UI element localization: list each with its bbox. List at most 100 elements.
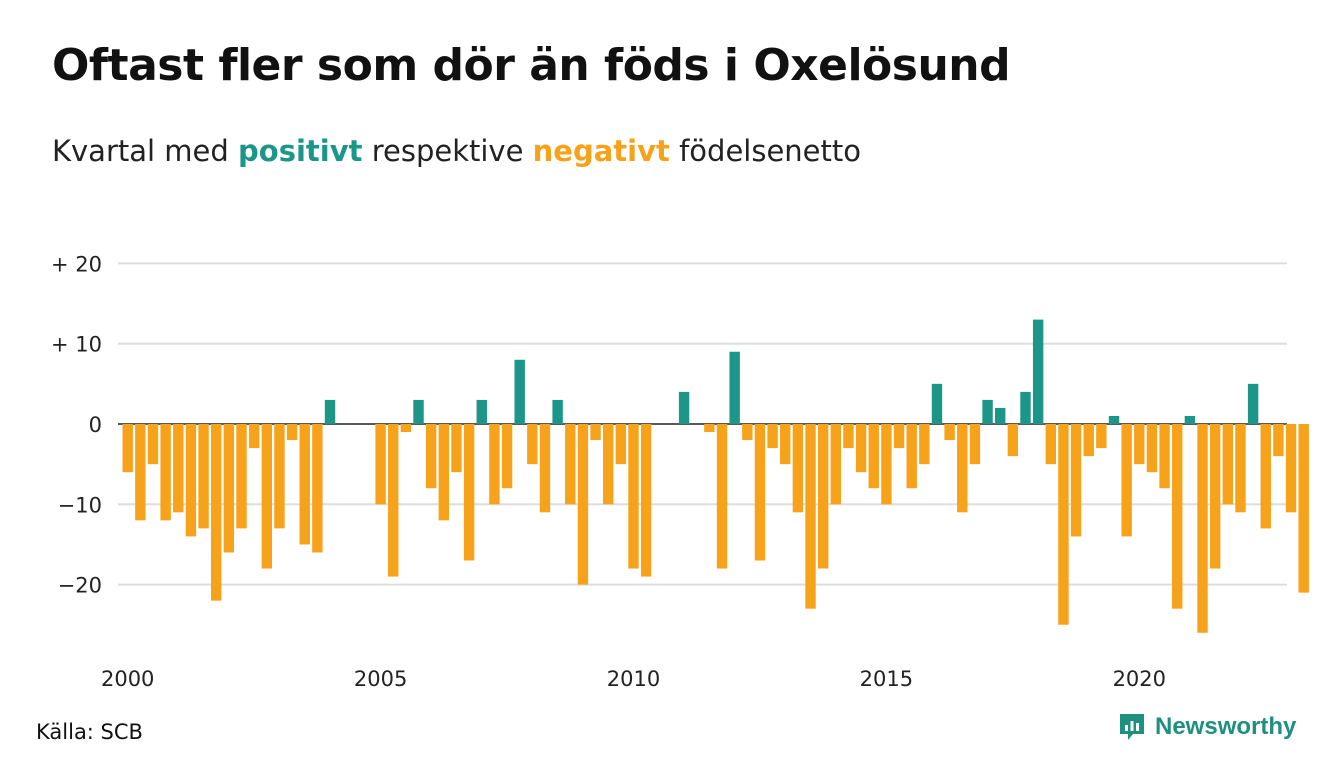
bar [1096, 424, 1107, 449]
bar [312, 424, 323, 553]
y-tick-label: −10 [58, 493, 102, 517]
y-tick-label: + 10 [51, 333, 102, 357]
bar [552, 399, 563, 424]
subtitle-positive-word: positivt [238, 134, 363, 168]
bar [716, 424, 728, 569]
bar [995, 407, 1006, 424]
bar [1298, 424, 1309, 593]
bar [780, 424, 791, 465]
bar [425, 424, 437, 489]
x-tick-label: 2015 [860, 667, 913, 691]
y-axis-ticks: + 20 + 10 0 −10 −20 [51, 252, 102, 597]
bar [577, 424, 589, 585]
x-tick-label: 2010 [607, 667, 660, 691]
bar [489, 424, 500, 505]
bar [1247, 383, 1259, 424]
bar [463, 424, 475, 561]
bar [678, 391, 690, 424]
y-tick-label: + 20 [51, 252, 102, 276]
brand-name: Newsworthy [1155, 713, 1297, 740]
bar [1083, 424, 1094, 457]
chart-title: Oftast fler som dör än föds i Oxelösund [52, 40, 1011, 91]
chart-subtitle: Kvartal med positivt respektive negativt… [52, 134, 861, 168]
newsworthy-brand: Newsworthy [1118, 712, 1296, 742]
bars [122, 319, 1309, 633]
bar [1020, 391, 1031, 424]
bar [274, 424, 285, 529]
bar [135, 424, 146, 521]
bar [1235, 424, 1246, 513]
bar [1197, 424, 1208, 633]
subtitle-negative-word: negativt [532, 134, 670, 168]
x-tick-label: 2005 [354, 667, 407, 691]
bar [603, 424, 614, 505]
bar [413, 399, 424, 424]
source-note: Källa: SCB [36, 720, 143, 744]
bar [185, 424, 197, 537]
bar [324, 399, 336, 424]
bar [286, 424, 298, 441]
y-tick-label: −20 [58, 574, 102, 598]
bar [539, 424, 551, 513]
bar [527, 424, 538, 465]
bar [565, 424, 576, 505]
bar [982, 399, 993, 424]
bar [855, 424, 867, 473]
bar [400, 424, 412, 433]
bar [1285, 424, 1297, 513]
bar [1121, 424, 1132, 537]
bar [1184, 415, 1196, 424]
bar [173, 424, 184, 513]
bar [931, 383, 943, 424]
bar [640, 424, 652, 577]
bar [261, 424, 272, 569]
bar [868, 424, 879, 489]
bar [451, 424, 462, 473]
bar [147, 424, 159, 465]
bar [1146, 424, 1158, 473]
bar [843, 424, 854, 449]
bar [211, 424, 222, 601]
bar-chart: + 20 + 10 0 −10 −20 2000 2005 2010 2015 2020 [51, 252, 1309, 691]
bar [1058, 424, 1069, 625]
newsworthy-logo-icon [1120, 714, 1144, 740]
bar [236, 424, 247, 529]
subtitle-suffix: födelsenetto [669, 134, 861, 168]
bar [1209, 424, 1221, 569]
bar [767, 424, 778, 449]
bar [1260, 424, 1271, 529]
bar [1007, 424, 1019, 457]
bar [1159, 424, 1170, 489]
bar [729, 351, 740, 424]
bar [438, 424, 450, 521]
bar [805, 424, 816, 609]
bar [1108, 415, 1120, 424]
bar [742, 424, 753, 441]
bar [906, 424, 917, 489]
bar [1222, 424, 1234, 505]
bar [299, 424, 310, 545]
bar [1172, 424, 1183, 609]
bar [198, 424, 209, 529]
bar [893, 424, 905, 449]
bar [1070, 424, 1082, 537]
x-tick-label: 2020 [1113, 667, 1166, 691]
bar [160, 424, 171, 521]
bar [919, 424, 930, 465]
bar [122, 424, 133, 473]
bar [944, 424, 955, 441]
bar [1273, 424, 1284, 457]
bar [957, 424, 968, 513]
bar [969, 424, 981, 465]
bar [704, 424, 715, 433]
bar [514, 359, 525, 424]
bar [248, 424, 260, 449]
y-tick-label: 0 [89, 413, 102, 437]
bar [881, 424, 892, 505]
bar [388, 424, 399, 577]
subtitle-middle: respektive [362, 134, 533, 168]
bar [817, 424, 829, 569]
bar [792, 424, 804, 513]
x-axis-ticks: 2000 2005 2010 2015 2020 [101, 667, 1166, 691]
bar [754, 424, 766, 561]
